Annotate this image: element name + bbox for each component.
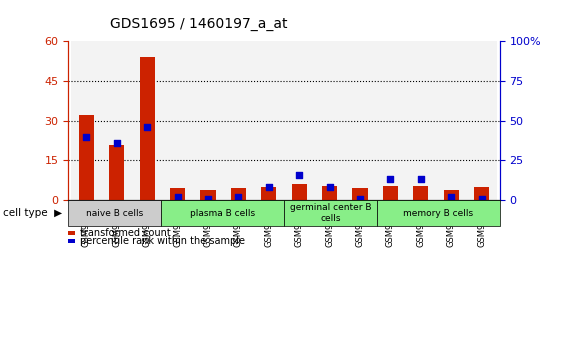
Bar: [261, 187, 277, 200]
Bar: [284, 41, 315, 200]
Bar: [406, 41, 436, 200]
Point: [386, 177, 395, 182]
Point: [112, 140, 122, 146]
Bar: [79, 116, 94, 200]
Bar: [193, 41, 223, 200]
Text: cell type  ▶: cell type ▶: [3, 208, 62, 218]
Text: percentile rank within the sample: percentile rank within the sample: [80, 236, 244, 246]
Bar: [375, 41, 406, 200]
Text: naive B cells: naive B cells: [86, 208, 143, 218]
Bar: [170, 188, 185, 200]
Bar: [291, 184, 307, 200]
Bar: [162, 41, 193, 200]
Bar: [223, 41, 253, 200]
Text: germinal center B
cells: germinal center B cells: [290, 203, 371, 223]
Point: [295, 172, 304, 177]
Point: [82, 134, 91, 139]
Point: [234, 194, 243, 200]
Point: [173, 194, 182, 200]
Point: [264, 185, 273, 190]
Text: plasma B cells: plasma B cells: [190, 208, 255, 218]
Bar: [345, 41, 375, 200]
Text: transformed count: transformed count: [80, 228, 170, 238]
Bar: [132, 41, 162, 200]
Bar: [436, 41, 466, 200]
Text: GDS1695 / 1460197_a_at: GDS1695 / 1460197_a_at: [110, 17, 287, 31]
Point: [477, 196, 486, 201]
Point: [143, 124, 152, 130]
Point: [325, 185, 334, 190]
Point: [203, 196, 212, 201]
Bar: [444, 189, 459, 200]
Point: [356, 196, 365, 201]
Bar: [253, 41, 284, 200]
Point: [416, 177, 425, 182]
Bar: [201, 189, 216, 200]
Bar: [352, 188, 367, 200]
Bar: [315, 41, 345, 200]
Point: [446, 194, 456, 200]
Bar: [71, 41, 102, 200]
Text: memory B cells: memory B cells: [403, 208, 473, 218]
Bar: [231, 188, 246, 200]
Bar: [466, 41, 497, 200]
Bar: [322, 186, 337, 200]
Bar: [102, 41, 132, 200]
Bar: [474, 187, 489, 200]
Bar: [413, 186, 428, 200]
Bar: [140, 57, 155, 200]
Bar: [383, 186, 398, 200]
Bar: [109, 145, 124, 200]
